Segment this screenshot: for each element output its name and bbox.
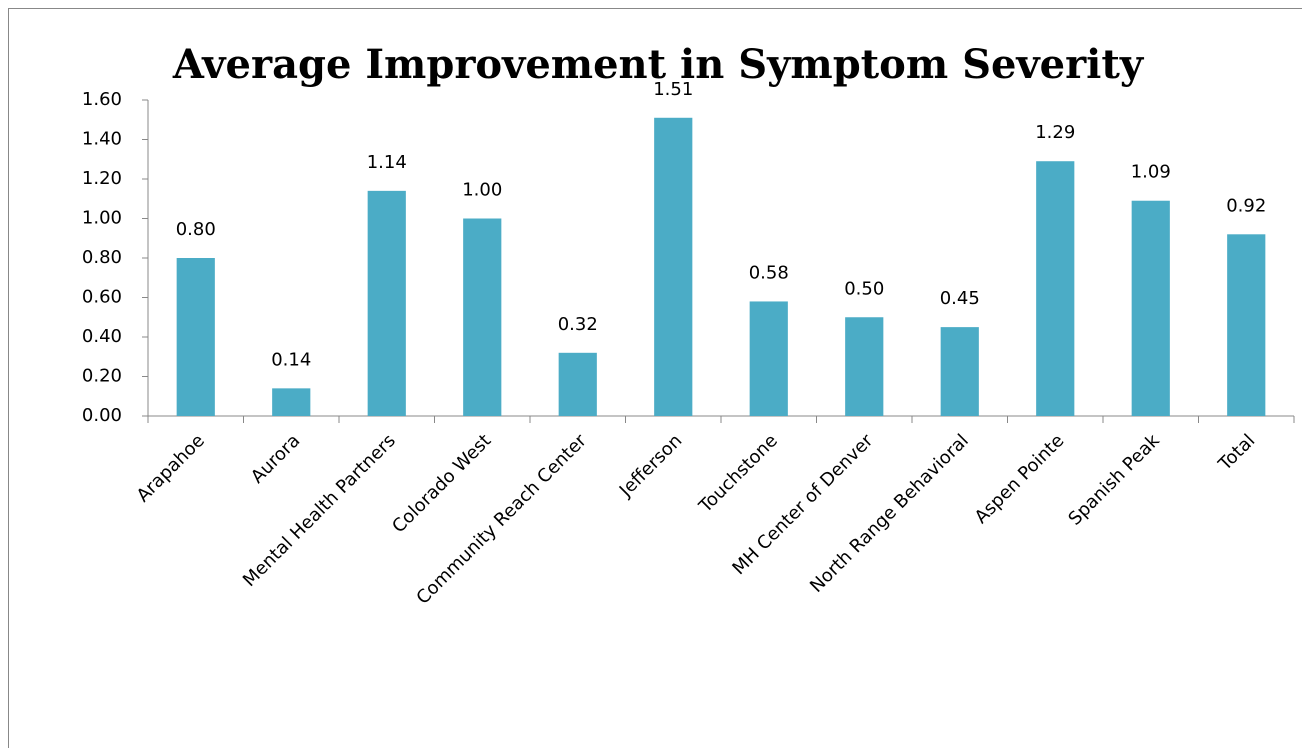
bar: [558, 352, 597, 416]
bar: [367, 190, 406, 416]
data-label: 0.14: [271, 349, 311, 370]
y-tick-label: 1.00: [82, 208, 122, 229]
bar: [1036, 161, 1075, 416]
y-tick-label: 0.20: [82, 366, 122, 387]
data-label: 0.50: [844, 278, 884, 299]
bar: [463, 218, 502, 416]
chart-title: Average Improvement in Symptom Severity: [172, 41, 1145, 88]
y-tick-label: 1.40: [82, 129, 122, 150]
y-tick-label: 1.60: [82, 89, 122, 110]
y-tick-label: 0.60: [82, 287, 122, 308]
bar: [845, 317, 884, 416]
y-tick-label: 0.40: [82, 326, 122, 347]
y-tick-label: 0.00: [82, 405, 122, 426]
bar: [654, 117, 693, 417]
data-label: 0.80: [176, 219, 216, 240]
data-label: 0.45: [940, 288, 980, 309]
data-label: 1.51: [653, 79, 693, 100]
data-label: 1.00: [462, 180, 502, 201]
data-label: 1.09: [1131, 162, 1171, 183]
y-tick-label: 1.20: [82, 168, 122, 189]
bar: [1227, 234, 1266, 416]
data-label: 0.32: [558, 314, 598, 335]
bar: [940, 327, 979, 416]
data-label: 1.29: [1035, 122, 1075, 143]
data-label: 0.92: [1226, 195, 1266, 216]
bar: [272, 388, 311, 416]
data-label: 1.14: [367, 152, 407, 173]
y-tick-label: 0.80: [82, 247, 122, 268]
data-label: 0.58: [749, 262, 789, 283]
bar: [749, 301, 788, 416]
bar: [176, 258, 215, 416]
bar: [1131, 200, 1170, 416]
